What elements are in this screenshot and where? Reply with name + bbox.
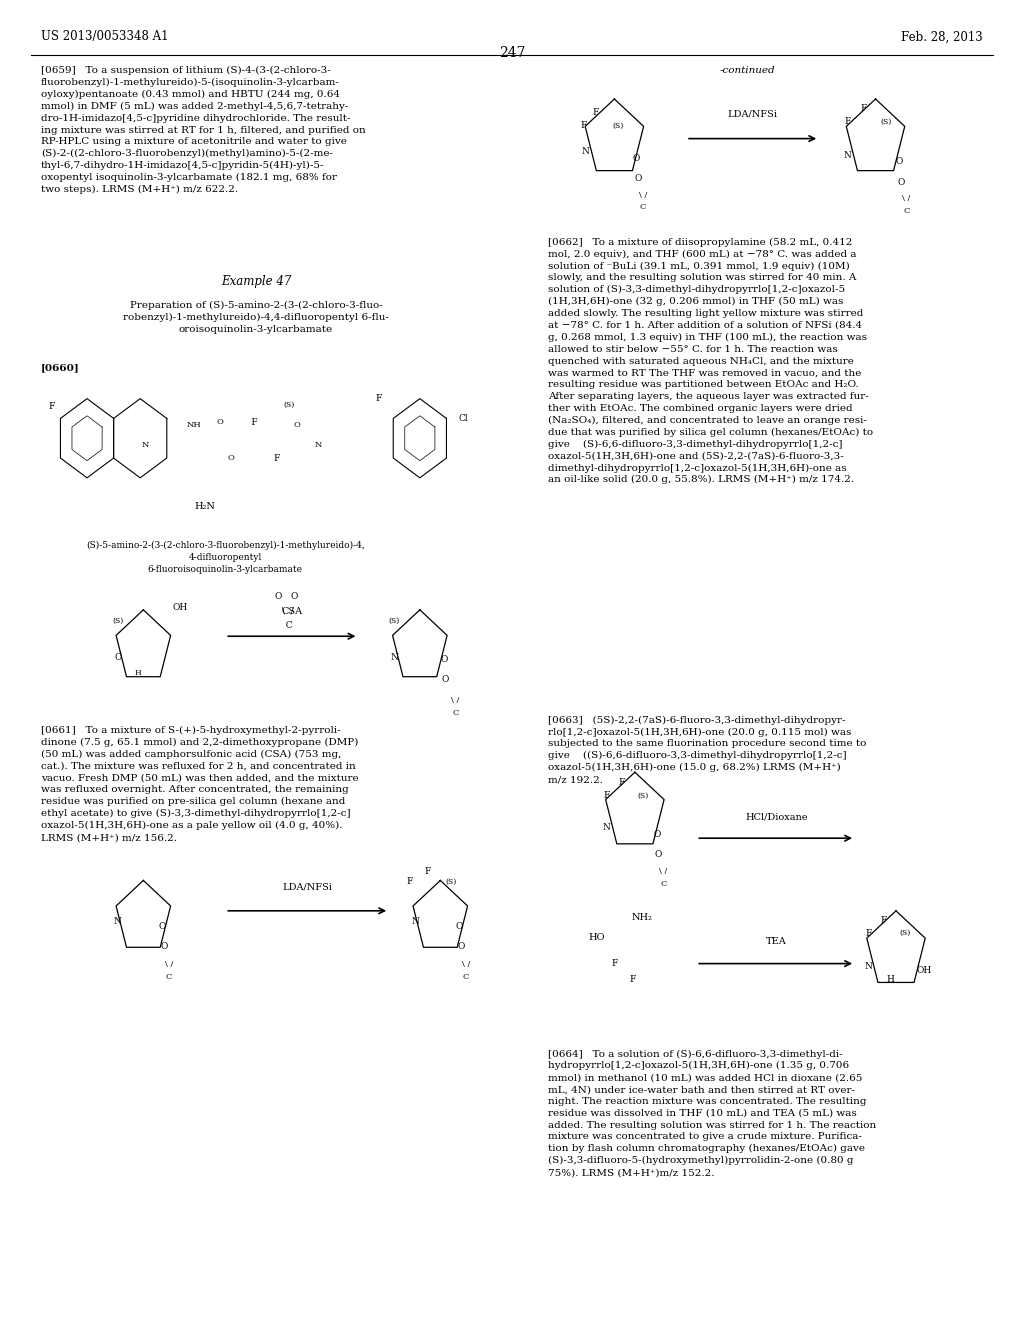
Text: H: H — [135, 669, 141, 677]
Text: F: F — [611, 960, 617, 968]
Text: C: C — [281, 622, 293, 630]
Text: TEA: TEA — [766, 937, 786, 946]
Text: F: F — [376, 395, 382, 403]
Text: \ /: \ / — [462, 960, 470, 968]
Text: LDA/NFSi: LDA/NFSi — [283, 882, 332, 891]
Text: N: N — [582, 148, 590, 156]
Text: OH: OH — [916, 966, 932, 974]
Text: O: O — [159, 923, 166, 931]
Text: (S): (S) — [612, 121, 624, 129]
Text: OH: OH — [172, 603, 187, 611]
Text: F: F — [581, 121, 587, 129]
Text: C: C — [166, 973, 172, 981]
Text: [0660]: [0660] — [41, 363, 80, 372]
Text: O: O — [440, 656, 447, 664]
Text: O: O — [217, 418, 224, 426]
Text: N: N — [602, 824, 610, 832]
Text: O: O — [633, 154, 640, 162]
Text: [0664]   To a solution of (S)-6,6-difluoro-3,3-dimethyl-di-
hydropyrrlo[1,2-c]ox: [0664] To a solution of (S)-6,6-difluoro… — [548, 1049, 877, 1177]
Text: N: N — [412, 917, 420, 925]
Text: O: O — [654, 850, 663, 858]
Text: F: F — [407, 878, 413, 886]
Text: C: C — [903, 207, 909, 215]
Text: NH₂: NH₂ — [632, 913, 652, 921]
Text: Cl: Cl — [459, 414, 468, 422]
Text: Feb. 28, 2013: Feb. 28, 2013 — [901, 30, 983, 44]
Text: 247: 247 — [499, 46, 525, 61]
Text: [0661]   To a mixture of S-(+)-5-hydroxymethyl-2-pyrroli-
dinone (7.5 g, 65.1 mm: [0661] To a mixture of S-(+)-5-hydroxyme… — [41, 726, 358, 842]
Text: (S): (S) — [445, 878, 457, 886]
Text: \ /: \ / — [902, 194, 910, 202]
Text: \  /: \ / — [280, 607, 294, 615]
Text: O: O — [114, 653, 122, 661]
Text: LDA/NFSi: LDA/NFSi — [728, 110, 777, 119]
Text: N: N — [390, 653, 398, 661]
Text: F: F — [845, 117, 851, 125]
Text: C: C — [640, 203, 646, 211]
Text: F: F — [618, 779, 625, 787]
Text: O: O — [634, 174, 642, 182]
Text: (S)-5-amino-2-(3-(2-chloro-3-fluorobenzyl)-1-methylureido)-4,
4-difluoropentyl
6: (S)-5-amino-2-(3-(2-chloro-3-fluorobenzy… — [86, 541, 365, 574]
Text: NH: NH — [186, 421, 201, 429]
Text: F: F — [630, 975, 636, 983]
Text: H: H — [887, 975, 895, 983]
Text: O: O — [896, 157, 903, 165]
Text: [0662]   To a mixture of diisopropylamine (58.2 mL, 0.412
mol, 2.0 equiv), and T: [0662] To a mixture of diisopropylamine … — [548, 238, 873, 484]
Text: (S): (S) — [113, 616, 123, 624]
Text: C: C — [453, 709, 459, 717]
Text: O   O: O O — [275, 593, 298, 601]
Text: N: N — [864, 962, 872, 970]
Text: HO: HO — [589, 933, 605, 941]
Text: -continued: -continued — [720, 66, 775, 75]
Text: Preparation of (S)-5-amino-2-(3-(2-chloro-3-fluo-
robenzyl)-1-methylureido)-4,4-: Preparation of (S)-5-amino-2-(3-(2-chlor… — [123, 301, 389, 334]
Text: \ /: \ / — [452, 696, 460, 704]
Text: F: F — [603, 792, 609, 800]
Text: F: F — [425, 867, 431, 875]
Text: [0663]   (5S)-2,2-(7aS)-6-fluoro-3,3-dimethyl-dihydropyr-
rlo[1,2-c]oxazol-5(1H,: [0663] (5S)-2,2-(7aS)-6-fluoro-3,3-dimet… — [548, 715, 866, 784]
Text: (S): (S) — [389, 616, 399, 624]
Text: (S): (S) — [899, 929, 910, 937]
Text: F: F — [881, 916, 887, 924]
Text: O: O — [653, 830, 660, 838]
Text: N: N — [114, 917, 122, 925]
Text: O: O — [227, 454, 234, 462]
Text: O: O — [160, 942, 168, 950]
Text: O: O — [294, 421, 301, 429]
Text: O: O — [441, 676, 450, 684]
Text: N: N — [141, 441, 150, 449]
Text: HCl/Dioxane: HCl/Dioxane — [744, 812, 808, 821]
Text: F: F — [48, 403, 54, 411]
Text: [0659]   To a suspension of lithium (S)-4-(3-(2-chloro-3-
fluorobenzyl)-1-methyl: [0659] To a suspension of lithium (S)-4-… — [41, 66, 366, 194]
Text: F: F — [593, 108, 599, 116]
Text: C: C — [463, 973, 469, 981]
Text: O: O — [457, 942, 465, 950]
Text: F: F — [273, 454, 280, 462]
Text: Example 47: Example 47 — [221, 275, 291, 288]
Text: N: N — [314, 441, 322, 449]
Text: \ /: \ / — [659, 867, 668, 875]
Text: F: F — [865, 929, 871, 937]
Text: US 2013/0053348 A1: US 2013/0053348 A1 — [41, 30, 169, 44]
Text: (S): (S) — [637, 792, 648, 800]
Text: O: O — [456, 923, 463, 931]
Text: C: C — [660, 880, 667, 888]
Text: F: F — [238, 418, 258, 426]
Text: \ /: \ / — [639, 191, 647, 199]
Text: N: N — [844, 152, 852, 160]
Text: F: F — [860, 104, 866, 112]
Text: CSA: CSA — [282, 607, 302, 616]
Text: (S): (S) — [284, 401, 295, 409]
Text: H₂N: H₂N — [195, 502, 215, 511]
Text: (S): (S) — [881, 117, 892, 125]
Text: \ /: \ / — [165, 960, 173, 968]
Text: O: O — [897, 178, 905, 186]
